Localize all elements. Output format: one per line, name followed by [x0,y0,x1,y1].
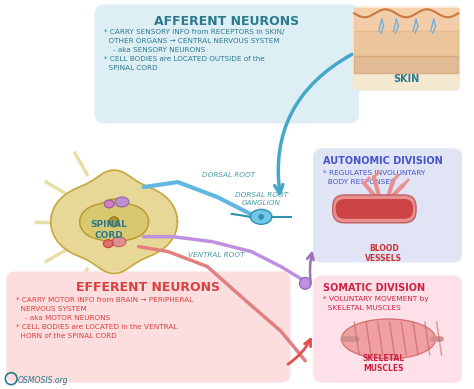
Text: * CARRY MOTOR INFO from BRAIN → PERIPHERAL
  NERVOUS SYSTEM
    - aka MOTOR NEUR: * CARRY MOTOR INFO from BRAIN → PERIPHER… [16,297,193,339]
Polygon shape [51,170,177,273]
Text: AUTONOMIC DIVISION: AUTONOMIC DIVISION [323,156,443,166]
Circle shape [258,214,264,220]
Text: * REGULATES INVOLUNTARY
  BODY RESPONSES: * REGULATES INVOLUNTARY BODY RESPONSES [323,170,425,185]
Text: EFFERENT NEURONS: EFFERENT NEURONS [76,281,220,294]
Ellipse shape [112,237,126,247]
FancyBboxPatch shape [313,148,462,263]
Ellipse shape [250,209,272,224]
Text: SOMATIC DIVISION: SOMATIC DIVISION [323,283,425,293]
FancyBboxPatch shape [352,6,460,91]
Text: OSMOSIS.org: OSMOSIS.org [18,376,69,385]
Text: SPINAL
CORD: SPINAL CORD [91,220,128,240]
Circle shape [109,217,119,227]
Text: DORSAL ROOT
GANGLION: DORSAL ROOT GANGLION [235,192,288,205]
FancyBboxPatch shape [6,272,291,383]
Polygon shape [342,319,436,359]
Text: VENTRAL ROOT: VENTRAL ROOT [188,252,244,258]
FancyBboxPatch shape [94,4,359,124]
FancyBboxPatch shape [336,199,413,219]
Text: SKELETAL
MUSCLES: SKELETAL MUSCLES [363,354,405,373]
Text: AFFERENT NEURONS: AFFERENT NEURONS [154,15,300,28]
Text: * CARRY SENSORY INFO from RECEPTORS in SKIN/
  OTHER ORGANS → CENTRAL NERVOUS SY: * CARRY SENSORY INFO from RECEPTORS in S… [104,29,285,71]
Text: SKIN: SKIN [393,74,419,84]
Polygon shape [80,199,148,245]
Ellipse shape [104,200,114,208]
Circle shape [300,277,311,289]
FancyBboxPatch shape [333,195,416,223]
FancyBboxPatch shape [313,275,462,383]
Text: DORSAL ROOT: DORSAL ROOT [202,172,255,178]
Ellipse shape [115,197,129,207]
Text: BLOOD
VESSELS: BLOOD VESSELS [365,244,402,263]
Ellipse shape [103,240,113,248]
Text: * VOLUNTARY MOVEMENT by
  SKELETAL MUSCLES: * VOLUNTARY MOVEMENT by SKELETAL MUSCLES [323,296,428,311]
